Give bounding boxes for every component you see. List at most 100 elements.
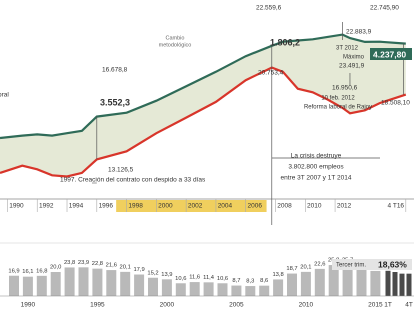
value-label: 11,6 bbox=[189, 275, 200, 281]
gap-area bbox=[0, 34, 406, 177]
bar bbox=[342, 265, 353, 296]
annotation: 1997. Creación del contrato con despido … bbox=[60, 177, 206, 184]
x-tick-label: 1994 bbox=[69, 203, 84, 210]
bar bbox=[92, 268, 103, 296]
x-tick-label: 2004 bbox=[218, 203, 233, 210]
value-label: 13,8 bbox=[272, 272, 283, 278]
annotation: metodológico bbox=[159, 42, 192, 48]
value-label: 10,6 bbox=[175, 276, 186, 282]
bar bbox=[50, 272, 61, 296]
bar bbox=[300, 271, 311, 296]
bar bbox=[217, 283, 228, 296]
x-tick-label: 1996 bbox=[99, 203, 114, 210]
value-label: 15,2 bbox=[147, 270, 158, 276]
annotation: 1.806,2 bbox=[270, 37, 300, 47]
value-label: 8,3 bbox=[246, 279, 254, 285]
bar bbox=[175, 283, 186, 296]
value-label: 22,6 bbox=[314, 261, 325, 267]
annotation: 18.508,10 bbox=[381, 100, 410, 107]
bar bbox=[259, 285, 270, 296]
annotation: 4.237,80 bbox=[373, 49, 406, 59]
value-label: 21,6 bbox=[106, 263, 117, 269]
annotation: 20.753,4 bbox=[258, 70, 284, 77]
annotation: 22.559,6 bbox=[256, 5, 282, 12]
annotation: 10 feb. 2012 bbox=[321, 96, 355, 102]
x-tick-label: 2012 bbox=[337, 203, 352, 210]
value-label: 8,6 bbox=[260, 278, 268, 284]
highlight-band bbox=[116, 200, 267, 212]
annotation: oral bbox=[0, 92, 9, 99]
x-tick-label: 2006 bbox=[247, 203, 262, 210]
bar bbox=[134, 274, 145, 296]
annotation: 23.491,9 bbox=[339, 63, 365, 70]
bar bbox=[273, 279, 284, 296]
bar bbox=[161, 279, 172, 296]
value-label: 16,9 bbox=[8, 268, 19, 274]
annotation: 3T 2012 bbox=[336, 46, 359, 52]
value-label: 22,8 bbox=[92, 261, 103, 267]
annotation: Máximo bbox=[343, 55, 365, 61]
annotation: 22.883,9 bbox=[346, 29, 372, 36]
annotation: 16.678,8 bbox=[102, 67, 128, 74]
bar bbox=[64, 267, 75, 296]
bar bbox=[9, 275, 19, 296]
value-label: 8,7 bbox=[232, 278, 240, 284]
bar bbox=[385, 270, 391, 296]
bar bbox=[406, 273, 412, 296]
value-label: 11,4 bbox=[203, 275, 215, 281]
value-label: 13,9 bbox=[161, 272, 172, 278]
bar bbox=[328, 265, 339, 296]
value-label: 18,7 bbox=[286, 266, 297, 272]
value-label: 16,8 bbox=[36, 268, 47, 274]
annotation: La crisis destruye bbox=[291, 153, 342, 160]
x-tick-label: 1990 bbox=[9, 203, 24, 210]
x-tick-label: 2008 bbox=[277, 203, 292, 210]
x-tick-label: 2000 bbox=[158, 203, 173, 210]
annotation: 22.745,90 bbox=[370, 5, 399, 12]
bar bbox=[36, 275, 47, 296]
annotation: 13.126,5 bbox=[108, 167, 134, 174]
x-tick-label: 1990 bbox=[21, 302, 36, 309]
x-tick-label: 1995 bbox=[90, 302, 105, 309]
annotation: Cambio bbox=[166, 35, 185, 41]
x-tick-label: 1T bbox=[384, 302, 392, 309]
bar bbox=[203, 282, 214, 296]
bar bbox=[314, 268, 325, 296]
bar bbox=[287, 273, 297, 296]
value-label: 10,6 bbox=[217, 276, 228, 282]
x-tick-label: 1998 bbox=[128, 203, 143, 210]
annotation: 3.802.800 empleos bbox=[288, 164, 344, 171]
bar bbox=[106, 270, 117, 296]
x-tick-label: 2002 bbox=[188, 203, 203, 210]
bar bbox=[231, 285, 242, 296]
value-label: 17,9 bbox=[133, 267, 144, 273]
value-box bbox=[370, 48, 412, 60]
bar bbox=[392, 272, 398, 296]
x-tick-label: 4T bbox=[405, 302, 413, 309]
value-label: 20,1 bbox=[300, 264, 311, 270]
value-label: 20,1 bbox=[120, 264, 131, 270]
value-label: 16,1 bbox=[22, 269, 33, 275]
x-tick-label: 2010 bbox=[307, 203, 322, 210]
annotation: 16.950,6 bbox=[332, 85, 358, 92]
bar bbox=[189, 282, 200, 296]
value-label: 23,8 bbox=[64, 260, 75, 266]
bar bbox=[120, 271, 131, 296]
x-tick-label: 4 T16 bbox=[388, 203, 405, 210]
bar bbox=[370, 270, 381, 296]
bar bbox=[399, 273, 405, 296]
bar bbox=[356, 267, 367, 296]
note-box bbox=[332, 259, 412, 270]
value-label: 23,9 bbox=[78, 260, 89, 266]
bar bbox=[245, 286, 256, 296]
x-tick-label: 1992 bbox=[39, 203, 54, 210]
note-label: Tercer trim. bbox=[336, 263, 366, 269]
x-tick-label: 2015 bbox=[368, 302, 383, 309]
bar bbox=[148, 277, 158, 296]
annotation: Reforma laboral de Rajoy bbox=[304, 105, 372, 111]
bar bbox=[22, 276, 33, 296]
x-tick-label: 2000 bbox=[160, 302, 175, 309]
value-label: 20,0 bbox=[50, 265, 61, 271]
annotation: entre 3T 2007 y 1T 2014 bbox=[281, 175, 352, 182]
